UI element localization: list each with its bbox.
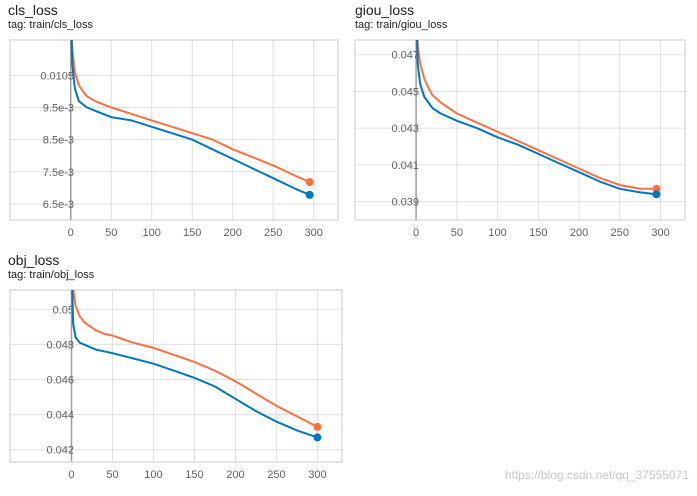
series-line-1: [416, 40, 657, 196]
series-line-0: [70, 40, 311, 184]
x-tick-label: 200: [226, 469, 244, 481]
y-tick-label: 9.5e-3: [43, 103, 74, 115]
chart-tag: tag: train/obj_loss: [8, 269, 95, 281]
x-tick-label: 150: [529, 227, 547, 239]
x-tick-label: 50: [106, 469, 118, 481]
x-tick-label: 150: [183, 227, 201, 239]
plot-border: [354, 39, 686, 221]
series-line-0: [72, 290, 318, 428]
y-tick-label: 0.048: [46, 339, 74, 351]
y-tick-label: 0.047: [391, 50, 419, 62]
x-tick-label: 0: [413, 227, 419, 239]
giou-loss-plot: 0.047 0.045 0.043 0.041 0.039 0 50 100 150 200 250…: [354, 39, 686, 239]
chart-tag: tag: train/cls_loss: [8, 19, 93, 31]
cls-loss-plot: 0.0105 9.5e-3 8.5e-3 7.5e-3 6.5e-3 0 50 100 150 2…: [9, 39, 339, 239]
plot-area: [10, 40, 338, 220]
y-tick-label: 0.041: [391, 160, 419, 172]
y-tick-label: 0.05: [53, 304, 74, 316]
y-tick-label: 0.042: [46, 445, 74, 457]
series-endpoint-1: [652, 190, 661, 199]
series-line-0: [416, 40, 657, 190]
plot-border: [9, 39, 339, 221]
chart-tag: tag: train/giou_loss: [355, 19, 448, 31]
x-tick-label: 300: [305, 227, 323, 239]
x-tick-label: 250: [611, 227, 629, 239]
series-endpoint-1: [305, 190, 314, 199]
watermark: https://blog.csdn.net/qq_37555071: [504, 468, 689, 482]
y-tick-label: 0.044: [46, 410, 74, 422]
x-tick-label: 50: [451, 227, 463, 239]
x-tick-label: 150: [185, 469, 203, 481]
x-tick-label: 0: [68, 227, 74, 239]
y-tick-label: 7.5e-3: [43, 167, 74, 179]
x-tick-label: 100: [143, 227, 161, 239]
x-tick-label: 200: [224, 227, 242, 239]
x-tick-label: 0: [68, 469, 74, 481]
y-tick-label: 0.039: [391, 197, 419, 209]
series-endpoint-0: [305, 178, 314, 187]
x-tick-label: 250: [264, 227, 282, 239]
chart-title: obj_loss: [8, 252, 60, 268]
chart-title: giou_loss: [355, 2, 415, 18]
series-endpoint-0: [313, 422, 322, 431]
plot-border: [9, 289, 343, 463]
x-tick-label: 300: [651, 227, 669, 239]
series-endpoint-1: [313, 433, 322, 442]
x-tick-label: 50: [105, 227, 117, 239]
obj-loss-plot: 0.05 0.048 0.046 0.044 0.042 0 50 100 150 200 250 3…: [9, 289, 343, 481]
obj-loss-card: obj_loss tag: train/obj_loss 0.05 0.048 0.…: [8, 252, 348, 481]
x-tick-label: 100: [144, 469, 162, 481]
x-tick-label: 300: [308, 469, 326, 481]
giou-loss-card: giou_loss tag: train/giou_loss 0.047 0.04…: [354, 2, 690, 239]
y-tick-label: 0.046: [46, 375, 74, 387]
x-tick-label: 100: [488, 227, 506, 239]
series-endpoint-0: [652, 184, 661, 193]
x-tick-label: 250: [267, 469, 285, 481]
chart-title: cls_loss: [8, 2, 58, 18]
y-tick-label: 6.5e-3: [43, 199, 74, 211]
cls-loss-card: cls_loss tag: train/cls_loss 0.0105 9.5e-…: [8, 2, 343, 239]
y-tick-label: 0.045: [391, 86, 419, 98]
series-line-1: [70, 40, 311, 196]
plot-area: [10, 290, 342, 462]
y-tick-label: 0.043: [391, 123, 419, 135]
x-tick-label: 200: [570, 227, 588, 239]
y-tick-label: 0.0105: [40, 70, 74, 82]
series-line-1: [71, 290, 318, 439]
y-tick-label: 8.5e-3: [43, 135, 74, 147]
